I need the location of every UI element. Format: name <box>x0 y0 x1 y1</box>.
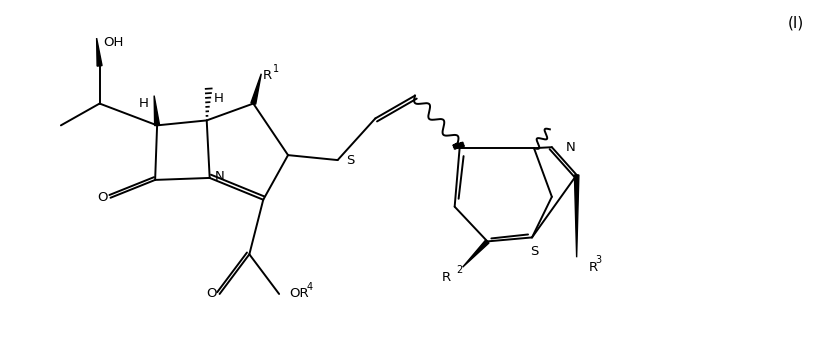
Text: OR: OR <box>289 287 309 300</box>
Polygon shape <box>574 175 579 257</box>
Text: N: N <box>566 141 576 154</box>
Polygon shape <box>251 74 261 104</box>
Text: S: S <box>529 245 539 258</box>
Text: R: R <box>263 69 272 82</box>
Text: R: R <box>442 271 451 284</box>
Text: H: H <box>138 97 148 110</box>
Text: (I): (I) <box>788 16 805 31</box>
Polygon shape <box>97 38 102 66</box>
Text: O: O <box>97 191 108 204</box>
Text: 3: 3 <box>596 255 601 265</box>
Text: N: N <box>215 171 225 183</box>
Text: 4: 4 <box>306 282 313 292</box>
Text: S: S <box>347 154 355 166</box>
Polygon shape <box>463 240 489 267</box>
Polygon shape <box>154 96 159 126</box>
Text: 1: 1 <box>273 64 279 74</box>
Text: H: H <box>214 92 224 105</box>
Text: OH: OH <box>103 36 124 48</box>
Text: 2: 2 <box>457 265 463 275</box>
Text: R: R <box>589 261 598 274</box>
Text: O: O <box>206 287 217 300</box>
